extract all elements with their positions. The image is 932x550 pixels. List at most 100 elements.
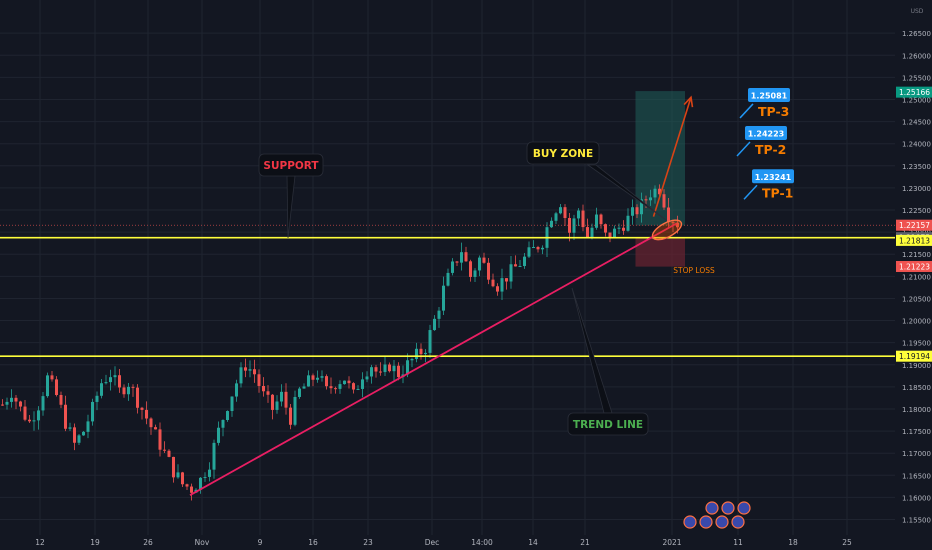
time-axis-background (0, 535, 932, 550)
candle-body (586, 227, 589, 238)
candle-body (509, 264, 513, 282)
projection-arrow (652, 97, 692, 217)
candle-body (55, 379, 58, 395)
candle-body (550, 220, 553, 228)
candle-body (527, 247, 531, 257)
candle-body (203, 476, 207, 478)
candle-body (253, 369, 256, 375)
candle-body (541, 247, 544, 250)
tp-label: TP-2 (755, 142, 786, 157)
time-tick-label: 26 (143, 538, 153, 547)
time-axis[interactable]: 12 19 26 Nov 9 16 23 Dec 14:00 14 21 2021 11 18 25 (0, 535, 932, 550)
candle-body (302, 386, 306, 389)
candle-body (392, 365, 396, 372)
tp-label: TP-3 (758, 104, 789, 119)
stop-loss-label: STOP LOSS (673, 266, 715, 275)
candle-body (496, 286, 499, 292)
candle-body (122, 387, 126, 395)
candle-body (104, 382, 108, 384)
candle-body (437, 310, 441, 319)
candle-body (95, 395, 99, 402)
logo-dot (683, 515, 697, 529)
candle-body (338, 384, 342, 389)
logo-dot (699, 515, 713, 529)
candle-body (325, 376, 328, 387)
candle-body (41, 396, 45, 411)
candle-body (293, 396, 297, 425)
time-tick-label: 23 (363, 538, 373, 547)
candle-body (653, 188, 657, 198)
time-tick-label: 12 (35, 538, 45, 547)
support-callout-box (258, 153, 324, 177)
candle-body (316, 377, 319, 380)
candle-body (518, 266, 522, 268)
candle-body (91, 401, 94, 422)
candle-body (631, 207, 634, 216)
price-tick-label: 1.25000 (902, 96, 931, 104)
logo-dot (731, 515, 745, 529)
candle-body (532, 247, 535, 249)
buy-zone-pointer (586, 164, 667, 221)
logo-dot (721, 501, 735, 515)
candle-body (599, 214, 603, 225)
candle-body (604, 224, 607, 233)
candle-body (5, 401, 9, 405)
price-badge (896, 234, 932, 246)
tp-label: TP-1 (762, 185, 793, 200)
candle-body (73, 427, 76, 443)
candle-body (572, 218, 576, 233)
price-tick-label: 1.20000 (902, 318, 931, 326)
candle-body (181, 472, 184, 485)
price-tick-label: 1.22500 (902, 207, 931, 215)
candle-body (82, 431, 85, 436)
candle-body (635, 207, 639, 215)
candle-body (244, 367, 247, 371)
candle-body (212, 442, 216, 470)
candles (1, 184, 679, 501)
candle-body (59, 394, 63, 405)
projection-arrowhead (683, 95, 694, 108)
tp-pointer (739, 103, 754, 119)
candle-body (626, 215, 630, 231)
annotations: SUPPORT TREND LINE BUY ZONE STOP LOSS 1.2508… (258, 87, 794, 529)
trend-line-callout-label: TREND LINE (573, 419, 643, 431)
candle-body (230, 396, 234, 412)
candle-body (217, 427, 220, 443)
time-tick-label: Nov (195, 538, 210, 547)
candle-body (536, 247, 540, 250)
candle-body (28, 419, 31, 422)
candle-body (271, 394, 274, 410)
candle-body (613, 228, 616, 238)
candle-body (113, 375, 117, 378)
price-tick-label: 1.17500 (902, 428, 931, 436)
candle-body (352, 383, 355, 390)
price-tick-label: 1.20500 (902, 295, 931, 303)
candle-body (554, 213, 558, 221)
time-tick-label: 16 (308, 538, 318, 547)
logo-mark (683, 501, 751, 529)
candle-body (311, 375, 315, 380)
price-badge (896, 219, 932, 231)
candle-body (379, 371, 382, 373)
price-tick-label: 1.26500 (902, 30, 931, 38)
time-tick-label: 21 (580, 538, 590, 547)
candle-body (473, 270, 477, 277)
candle-body (167, 450, 171, 457)
candle-body (163, 449, 166, 451)
candle-body (406, 360, 409, 375)
candle-body (487, 262, 490, 280)
candle-body (410, 359, 414, 361)
tp-pointer (736, 141, 751, 157)
tp-value: 1.23241 (755, 173, 792, 182)
candle-body (347, 380, 351, 384)
time-tick-label: 11 (733, 538, 743, 547)
logo-dot (715, 515, 729, 529)
candle-body (640, 199, 643, 215)
price-badge-value: 1.19194 (899, 352, 930, 361)
candle-body (662, 194, 666, 208)
candle-body (190, 486, 193, 493)
candle-body (671, 222, 675, 224)
candle-body (10, 397, 13, 402)
